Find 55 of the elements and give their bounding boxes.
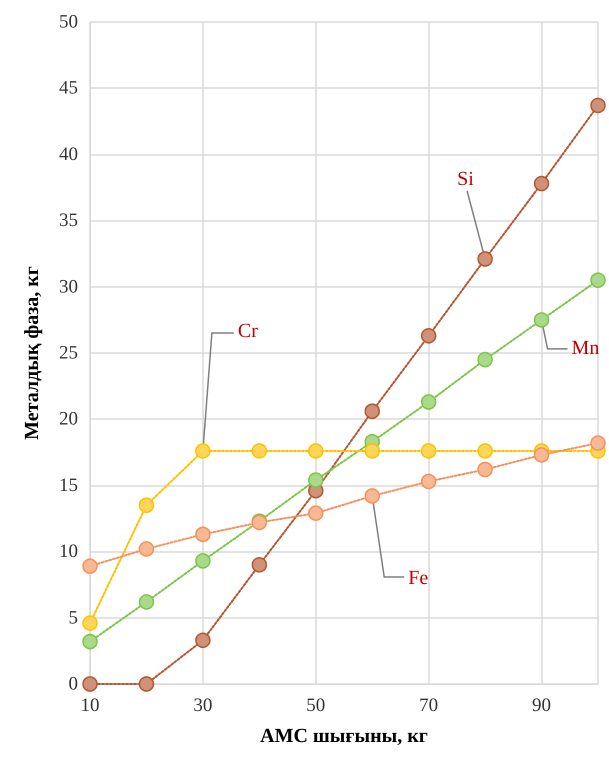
point bbox=[82, 615, 98, 631]
y-tick-label: 10 bbox=[59, 541, 78, 562]
point bbox=[308, 472, 324, 488]
y-tick-label: 40 bbox=[59, 144, 78, 165]
point bbox=[534, 447, 550, 463]
point bbox=[590, 98, 606, 114]
x-tick-label: 30 bbox=[193, 695, 212, 716]
y-tick-label: 50 bbox=[59, 12, 78, 32]
point bbox=[138, 594, 154, 610]
point bbox=[195, 632, 211, 648]
y-tick-label: 45 bbox=[59, 78, 78, 99]
point bbox=[364, 443, 380, 459]
point bbox=[195, 553, 211, 569]
y-tick-label: 30 bbox=[59, 276, 78, 298]
point bbox=[590, 435, 606, 451]
point bbox=[534, 312, 550, 328]
y-tick-label: 25 bbox=[59, 342, 78, 364]
point bbox=[420, 474, 436, 490]
point bbox=[82, 676, 98, 692]
point bbox=[534, 176, 550, 192]
annotation: Mn bbox=[572, 336, 600, 359]
x-tick-label: 90 bbox=[532, 695, 552, 716]
point bbox=[138, 498, 154, 514]
point bbox=[477, 251, 493, 267]
y-tick-label: 35 bbox=[59, 210, 78, 232]
point bbox=[82, 634, 98, 650]
point bbox=[195, 443, 211, 459]
point bbox=[420, 443, 436, 459]
point bbox=[252, 443, 268, 459]
point bbox=[420, 328, 436, 344]
point bbox=[364, 488, 380, 504]
point bbox=[420, 394, 436, 410]
point bbox=[138, 541, 154, 557]
y-tick-label: 15 bbox=[59, 474, 78, 496]
point bbox=[308, 443, 324, 459]
point bbox=[252, 557, 268, 573]
y-tick-label: 0 bbox=[68, 674, 78, 694]
y-tick-label: 5 bbox=[68, 607, 78, 628]
annotation: Si bbox=[457, 168, 474, 190]
point bbox=[364, 404, 380, 419]
annotation: Cr bbox=[238, 320, 258, 342]
point bbox=[308, 505, 324, 521]
point bbox=[477, 462, 493, 478]
x-tick-label: 70 bbox=[419, 695, 438, 716]
x-tick-label: 50 bbox=[306, 695, 326, 716]
x-axis-title: АМС шығыны, кг bbox=[260, 725, 428, 747]
annotation: Fe bbox=[408, 566, 428, 589]
point bbox=[138, 676, 154, 692]
point bbox=[590, 272, 606, 288]
point bbox=[82, 558, 98, 574]
y-axis-title: Металдық фаза, кг bbox=[21, 266, 43, 440]
point bbox=[477, 443, 493, 459]
point bbox=[195, 526, 211, 542]
y-tick-label: 20 bbox=[59, 408, 78, 430]
point bbox=[477, 352, 493, 368]
